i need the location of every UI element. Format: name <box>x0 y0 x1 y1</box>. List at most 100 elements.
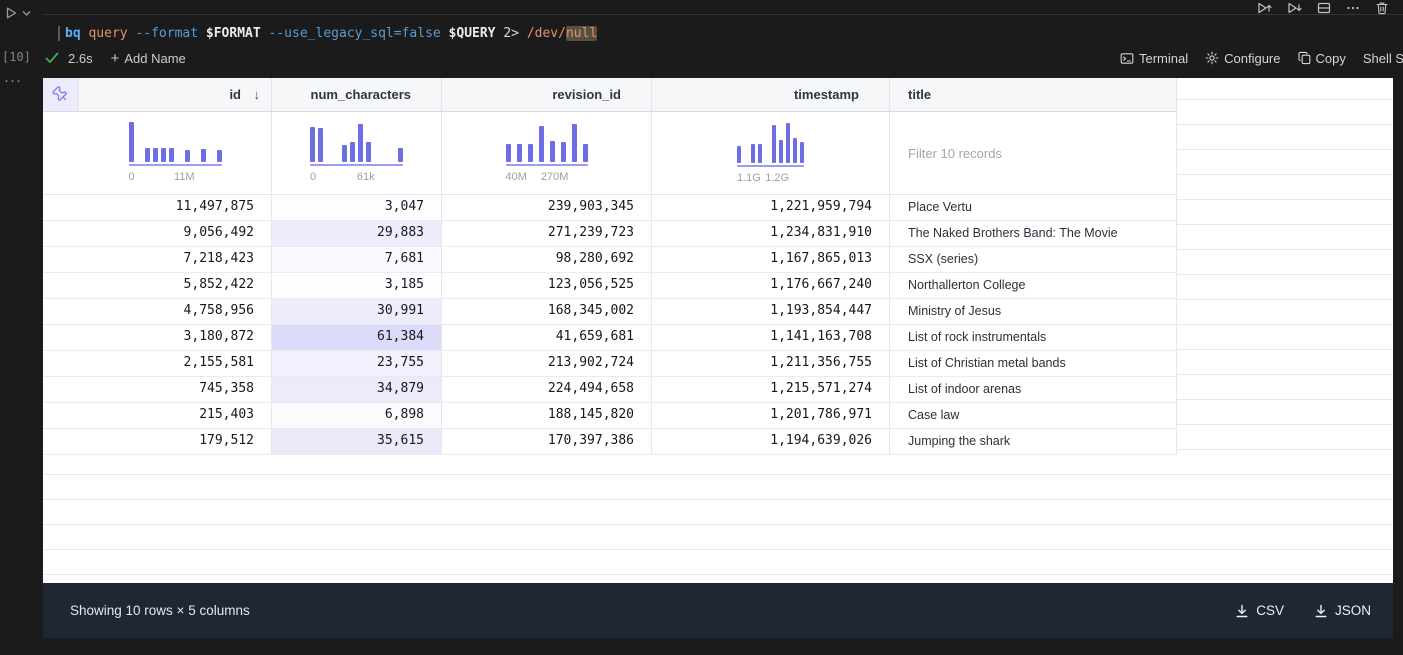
histogram-revision-id[interactable]: 40M 270M <box>505 122 588 185</box>
cell-num-characters[interactable]: 34,879 <box>272 377 442 402</box>
cell-num-characters[interactable]: 7,681 <box>272 247 442 272</box>
run-cell-button[interactable] <box>4 6 31 20</box>
table-row: 4,758,956 30,991 168,345,002 1,193,854,447 M… <box>43 299 1177 325</box>
histogram-bar <box>184 149 190 162</box>
split-cell-icon[interactable] <box>1317 1 1331 15</box>
table-header-row: id ↓ num_characters revision_id timestam… <box>43 78 1177 112</box>
run-below-icon[interactable] <box>1287 1 1302 15</box>
summary-cell-title: Filter 10 records <box>890 112 1177 194</box>
sort-desc-icon: ↓ <box>253 87 261 102</box>
histogram-bar <box>758 143 762 163</box>
cell-revision-id[interactable]: 170,397,386 <box>442 429 652 454</box>
cell-timestamp[interactable]: 1,194,639,026 <box>652 429 890 454</box>
run-above-icon[interactable] <box>1257 1 1272 15</box>
filter-input[interactable]: Filter 10 records <box>908 145 1002 161</box>
cell-revision-id[interactable]: 168,345,002 <box>442 299 652 324</box>
cell-revision-id[interactable]: 213,902,724 <box>442 351 652 376</box>
histogram-max-label: 1.2G <box>765 171 790 184</box>
histogram-range-labels: 0 61k <box>310 171 403 185</box>
cell-timestamp[interactable]: 1,215,571,274 <box>652 377 890 402</box>
column-header-title[interactable]: title <box>890 78 1177 111</box>
histogram-num-characters[interactable]: 0 61k <box>310 122 403 185</box>
column-label: num_characters <box>310 87 411 102</box>
cell-timestamp[interactable]: 1,211,356,755 <box>652 351 890 376</box>
cell-id[interactable]: 4,758,956 <box>43 299 272 324</box>
column-header-revision-id[interactable]: revision_id <box>442 78 652 111</box>
cell-timestamp[interactable]: 1,201,786,971 <box>652 403 890 428</box>
cell-title[interactable]: Place Vertu <box>890 195 1177 220</box>
cell-id[interactable]: 745,358 <box>43 377 272 402</box>
cell-revision-id[interactable]: 239,903,345 <box>442 195 652 220</box>
histogram-bar <box>398 147 403 162</box>
more-options-icon[interactable] <box>1346 1 1360 15</box>
terminal-button[interactable]: Terminal <box>1120 51 1188 66</box>
cell-title[interactable]: Jumping the shark <box>890 429 1177 454</box>
cell-num-characters[interactable]: 3,047 <box>272 195 442 220</box>
histogram-max-label: 61k <box>356 170 375 183</box>
cell-num-characters[interactable]: 61,384 <box>272 325 442 350</box>
histogram-bar <box>737 145 741 163</box>
column-header-num-characters[interactable]: num_characters <box>272 78 442 111</box>
add-name-button[interactable]: + Add Name <box>111 51 186 66</box>
cell-timestamp[interactable]: 1,193,854,447 <box>652 299 890 324</box>
table-row: 5,852,422 3,185 123,056,525 1,176,667,240 No… <box>43 273 1177 299</box>
cell-revision-id[interactable]: 98,280,692 <box>442 247 652 272</box>
json-download-button[interactable]: JSON <box>1314 603 1371 618</box>
cell-title[interactable]: Case law <box>890 403 1177 428</box>
histogram-bar <box>751 143 755 163</box>
cell-title[interactable]: Ministry of Jesus <box>890 299 1177 324</box>
copy-button[interactable]: Copy <box>1297 51 1346 66</box>
pin-icon <box>52 86 69 103</box>
cell-timestamp[interactable]: 1,221,959,794 <box>652 195 890 220</box>
cell-num-characters[interactable]: 35,615 <box>272 429 442 454</box>
table-footer: Showing 10 rows × 5 columns CSV JSON <box>43 583 1393 638</box>
cell-id[interactable]: 5,852,422 <box>43 273 272 298</box>
cell-id[interactable]: 7,218,423 <box>43 247 272 272</box>
histogram-bar <box>538 125 544 162</box>
histogram-bar <box>168 147 174 162</box>
histogram-min-label: 0 <box>128 170 135 183</box>
cell-num-characters[interactable]: 3,185 <box>272 273 442 298</box>
histogram-bar <box>505 143 511 162</box>
shell-script-button[interactable]: Shell Script <box>1363 51 1403 66</box>
cell-revision-id[interactable]: 123,056,525 <box>442 273 652 298</box>
cell-revision-id[interactable]: 41,659,681 <box>442 325 652 350</box>
cell-id[interactable]: 2,155,581 <box>43 351 272 376</box>
histogram-id[interactable]: 0 11M <box>128 121 222 185</box>
cell-timestamp[interactable]: 1,167,865,013 <box>652 247 890 272</box>
cell-title[interactable]: SSX (series) <box>890 247 1177 272</box>
pin-column-button[interactable] <box>43 78 79 111</box>
cell-timestamp[interactable]: 1,234,831,910 <box>652 221 890 246</box>
code-token: query <box>80 25 128 41</box>
cell-num-characters[interactable]: 23,755 <box>272 351 442 376</box>
histogram-bars <box>737 121 804 163</box>
cell-id[interactable]: 215,403 <box>43 403 272 428</box>
delete-cell-icon[interactable] <box>1375 1 1389 15</box>
cell-num-characters[interactable]: 29,883 <box>272 221 442 246</box>
cell-num-characters[interactable]: 30,991 <box>272 299 442 324</box>
cell-id[interactable]: 179,512 <box>43 429 272 454</box>
cell-revision-id[interactable]: 188,145,820 <box>442 403 652 428</box>
cell-title[interactable]: List of Christian metal bands <box>890 351 1177 376</box>
cell-title[interactable]: List of rock instrumentals <box>890 325 1177 350</box>
cell-id[interactable]: 9,056,492 <box>43 221 272 246</box>
cell-title[interactable]: Northallerton College <box>890 273 1177 298</box>
cell-revision-id[interactable]: 224,494,658 <box>442 377 652 402</box>
cell-num-characters[interactable]: 6,898 <box>272 403 442 428</box>
cell-revision-id[interactable]: 271,239,723 <box>442 221 652 246</box>
cell-more-ellipsis[interactable]: ··· <box>4 72 22 89</box>
column-header-id[interactable]: id ↓ <box>79 78 272 111</box>
cell-title[interactable]: List of indoor arenas <box>890 377 1177 402</box>
cell-timestamp[interactable]: 1,141,163,708 <box>652 325 890 350</box>
cell-timestamp[interactable]: 1,176,667,240 <box>652 273 890 298</box>
output-toolbar: Terminal Configure Copy Shell Script <box>1120 48 1403 68</box>
histogram-bar <box>560 141 566 162</box>
configure-button[interactable]: Configure <box>1205 51 1281 66</box>
csv-download-button[interactable]: CSV <box>1235 603 1284 618</box>
cell-id[interactable]: 11,497,875 <box>43 195 272 220</box>
cell-title[interactable]: The Naked Brothers Band: The Movie <box>890 221 1177 246</box>
cell-id[interactable]: 3,180,872 <box>43 325 272 350</box>
column-header-timestamp[interactable]: timestamp <box>652 78 890 111</box>
code-editor-line[interactable]: bq query --format $FORMAT --use_legacy_s… <box>58 24 598 42</box>
histogram-timestamp[interactable]: 1.1G 1.2G <box>737 121 804 186</box>
